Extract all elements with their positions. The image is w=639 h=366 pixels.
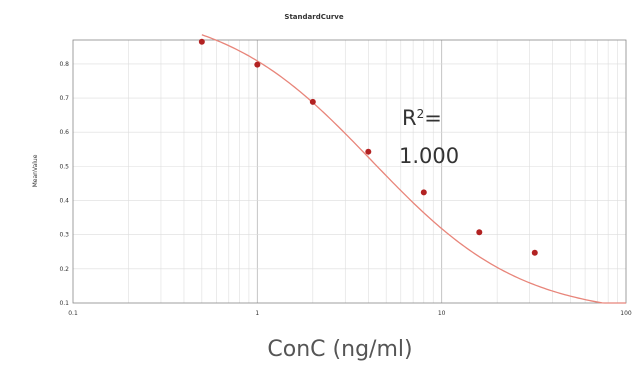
y-tick-label: 0.7 <box>59 95 69 102</box>
r-squared-base: R <box>402 106 417 130</box>
y-tick-label: 0.3 <box>59 232 69 239</box>
chart-title: StandardCurve <box>284 13 343 21</box>
x-axis-label: ConC (ng/ml) <box>267 337 412 362</box>
r-squared-eq: = <box>424 106 442 130</box>
data-points <box>198 38 538 256</box>
data-point <box>309 98 316 105</box>
data-point <box>420 189 427 196</box>
fit-curve <box>201 34 626 304</box>
data-point <box>476 229 483 236</box>
x-tick-label: 100 <box>620 310 632 317</box>
data-point <box>254 61 261 68</box>
y-axis-label: MeanValue <box>32 154 39 187</box>
r-squared-value: 1.000 <box>399 144 459 168</box>
x-tick-label: 1 <box>255 310 259 317</box>
plot-frame <box>72 39 627 304</box>
x-tick-label: 0.1 <box>68 310 78 317</box>
y-tick-label: 0.1 <box>59 300 69 307</box>
y-tick-label: 0.2 <box>59 266 69 273</box>
y-axis-ticks: 0.1 0.2 0.3 0.4 0.5 0.6 0.7 0.8 <box>59 61 69 307</box>
r-squared-label: R2= <box>402 106 442 130</box>
y-tick-label: 0.8 <box>59 61 69 68</box>
y-tick-label: 0.4 <box>59 198 69 205</box>
gridlines <box>73 40 626 303</box>
data-point <box>365 148 372 155</box>
data-point <box>198 38 205 45</box>
y-tick-label: 0.6 <box>59 129 69 136</box>
y-tick-label: 0.5 <box>59 163 69 170</box>
data-point <box>531 249 538 256</box>
x-tick-label: 10 <box>438 310 446 317</box>
x-axis-ticks: 0.1 1 10 100 <box>68 310 632 317</box>
r-squared-sup: 2 <box>417 107 425 121</box>
